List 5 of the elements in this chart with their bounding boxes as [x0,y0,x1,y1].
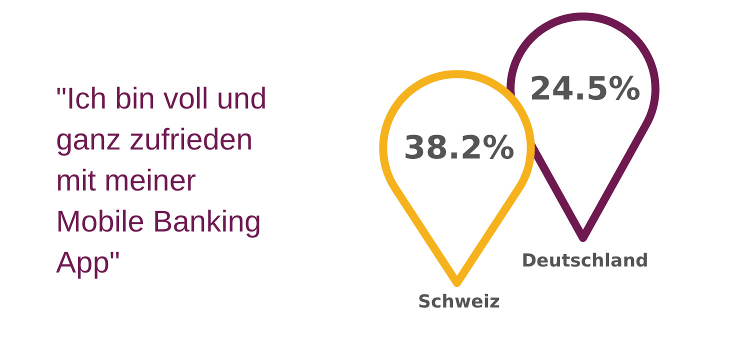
text: "Ich bin voll und ganz zufrieden mit meiner Mobile Banking App" [56,82,267,280]
category-label: Schweiz [418,292,500,313]
category-label: Deutschland [522,250,648,272]
data-label: 38.2% [403,128,515,166]
data-label: 24.5% [529,69,641,108]
